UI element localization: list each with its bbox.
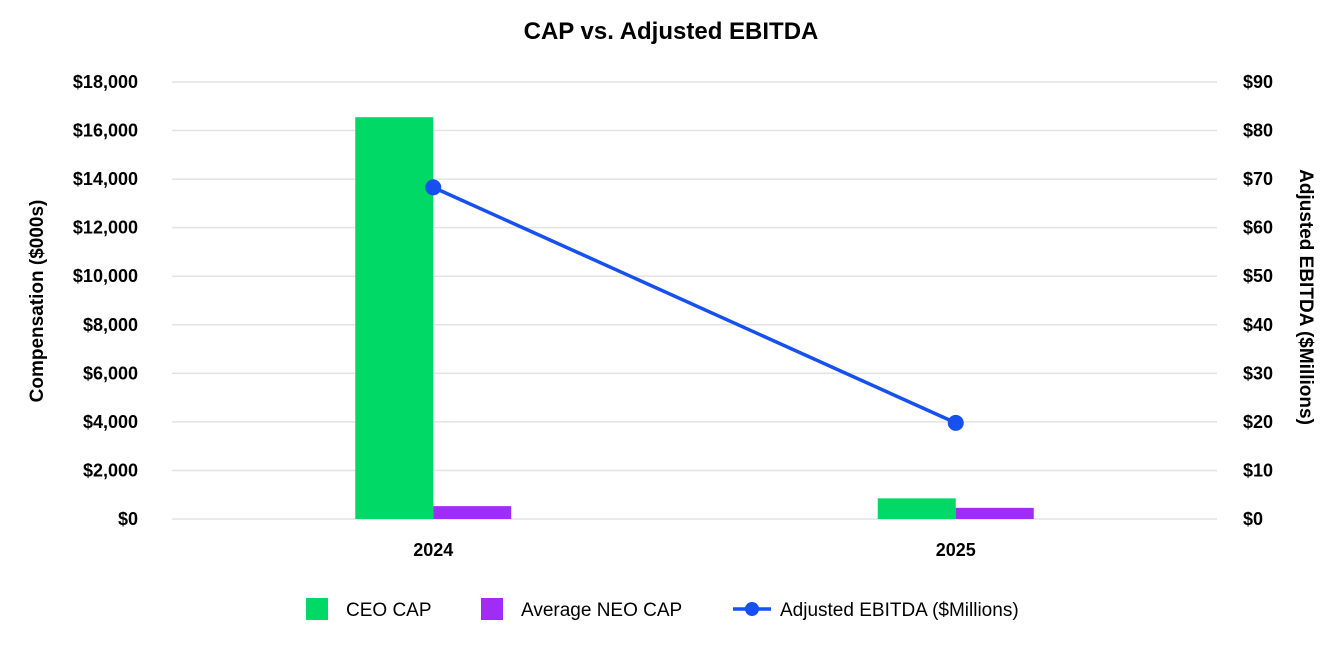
legend-ceo-cap-label: CEO CAP	[346, 600, 432, 621]
y2-tick-label: $20	[1243, 412, 1273, 432]
ceo-cap-bar	[877, 498, 956, 519]
legend-adjusted-ebitda-label: Adjusted EBITDA ($Millions)	[780, 600, 1019, 621]
legend: CEO CAP Average NEO CAP Adjusted EBITDA ($…	[306, 598, 1019, 621]
x-axis-ticks: 2024 2025	[413, 540, 976, 560]
ceo-cap-bar	[355, 117, 434, 520]
y2-tick-label: $10	[1243, 460, 1273, 480]
ebitda-point	[947, 414, 964, 431]
left-axis-title: Compensation ($000s)	[27, 200, 48, 403]
y-tick-label: $6,000	[83, 363, 138, 383]
y-tick-label: $14,000	[73, 169, 138, 189]
y2-tick-label: $40	[1243, 315, 1273, 335]
legend-adjusted-ebitda-swatch-marker	[745, 602, 759, 616]
y2-tick-label: $60	[1243, 218, 1273, 238]
legend-avg-neo-cap-label: Average NEO CAP	[521, 600, 682, 621]
y2-tick-label: $70	[1243, 169, 1273, 189]
bars	[355, 117, 1034, 520]
y-tick-label: $16,000	[73, 121, 138, 141]
y-tick-label: $2,000	[83, 460, 138, 480]
avg-neo-cap-bar	[955, 507, 1034, 519]
y-tick-label: $4,000	[83, 412, 138, 432]
y-tick-label: $10,000	[73, 266, 138, 286]
legend-ceo-cap-swatch	[306, 598, 328, 620]
legend-avg-neo-cap-swatch	[481, 598, 503, 620]
y-tick-label: $0	[118, 509, 138, 529]
y2-tick-label: $90	[1243, 72, 1273, 92]
y2-tick-label: $0	[1243, 509, 1263, 529]
left-axis-ticks: $0 $2,000 $4,000 $6,000 $8,000 $10,000 $12,000…	[73, 72, 138, 529]
ebitda-point	[425, 179, 442, 196]
y-tick-label: $18,000	[73, 72, 138, 92]
avg-neo-cap-bar	[433, 506, 512, 519]
chart-title: CAP vs. Adjusted EBITDA	[524, 18, 819, 45]
y2-tick-label: $80	[1243, 121, 1273, 141]
y2-tick-label: $30	[1243, 363, 1273, 383]
y-tick-label: $12,000	[73, 218, 138, 238]
x-tick-label: 2025	[936, 540, 976, 560]
ebitda-line	[425, 179, 964, 431]
ebitda-line-path	[432, 185, 957, 425]
y-tick-label: $8,000	[83, 315, 138, 335]
x-tick-label: 2024	[413, 540, 453, 560]
gridlines	[172, 81, 1217, 520]
right-axis-title: Adjusted EBITDA ($Millions)	[1295, 169, 1316, 425]
y2-tick-label: $50	[1243, 266, 1273, 286]
right-axis-ticks: $0 $10 $20 $30 $40 $50 $60 $70 $80 $90	[1243, 72, 1273, 529]
